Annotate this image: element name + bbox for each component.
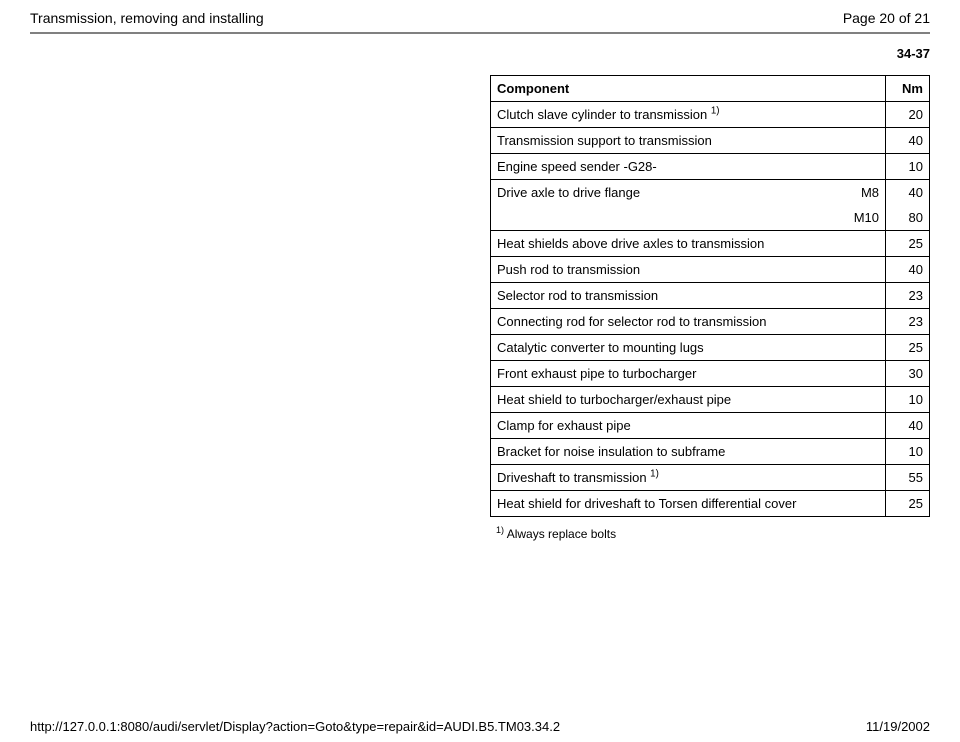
table-row: Heat shields above drive axles to transm… [491, 231, 930, 257]
footer: http://127.0.0.1:8080/audi/servlet/Displ… [30, 719, 930, 734]
cell-component: Heat shield for driveshaft to Torsen dif… [491, 491, 886, 517]
cell-nm: 10 [886, 439, 930, 465]
cell-component: Selector rod to transmission [491, 283, 886, 309]
cell-nm: 80 [886, 205, 930, 231]
table-wrap: Component Nm Clutch slave cylinder to tr… [490, 75, 930, 541]
footnote: 1) Always replace bolts [490, 527, 930, 541]
cell-component: Catalytic converter to mounting lugs [491, 335, 886, 361]
header-bar: Transmission, removing and installing Pa… [30, 10, 930, 32]
cell-nm: 25 [886, 491, 930, 517]
cell-nm: 55 [886, 465, 930, 491]
cell-nm: 25 [886, 335, 930, 361]
cell-nm: 40 [886, 257, 930, 283]
table-row: Heat shield for driveshaft to Torsen dif… [491, 491, 930, 517]
cell-component: Push rod to transmission [491, 257, 886, 283]
header-rule [30, 32, 930, 34]
col-nm: Nm [886, 76, 930, 102]
cell-nm: 23 [886, 309, 930, 335]
cell-component: Heat shield to turbocharger/exhaust pipe [491, 387, 886, 413]
section-number: 34-37 [30, 46, 930, 61]
torque-table: Component Nm Clutch slave cylinder to tr… [490, 75, 930, 517]
cell-component: Front exhaust pipe to turbocharger [491, 361, 886, 387]
page-indicator: Page 20 of 21 [843, 10, 930, 26]
cell-nm: 10 [886, 154, 930, 180]
cell-nm: 20 [886, 102, 930, 128]
cell-component: Bracket for noise insulation to subframe [491, 439, 886, 465]
cell-nm: 30 [886, 361, 930, 387]
table-row: Clutch slave cylinder to transmission 1)… [491, 102, 930, 128]
table-row: Drive axle to drive flangeM840 [491, 180, 930, 206]
table-row: Engine speed sender -G28-10 [491, 154, 930, 180]
table-row: Heat shield to turbocharger/exhaust pipe… [491, 387, 930, 413]
cell-component: Heat shields above drive axles to transm… [491, 231, 886, 257]
cell-nm: 40 [886, 413, 930, 439]
cell-component: Driveshaft to transmission 1) [491, 465, 886, 491]
cell-component: Clamp for exhaust pipe [491, 413, 886, 439]
cell-component: Drive axle to drive flange [491, 180, 836, 206]
table-row: Connecting rod for selector rod to trans… [491, 309, 930, 335]
table-row: M1080 [491, 205, 930, 231]
footnote-sup: 1) [496, 525, 504, 535]
cell-bolt: M10 [836, 205, 886, 231]
table-header-row: Component Nm [491, 76, 930, 102]
cell-nm: 10 [886, 387, 930, 413]
doc-title: Transmission, removing and installing [30, 10, 264, 26]
cell-component: Connecting rod for selector rod to trans… [491, 309, 886, 335]
cell-bolt: M8 [836, 180, 886, 206]
cell-component [491, 205, 836, 231]
table-row: Catalytic converter to mounting lugs25 [491, 335, 930, 361]
footnote-text: Always replace bolts [504, 527, 616, 541]
cell-nm: 25 [886, 231, 930, 257]
table-row: Bracket for noise insulation to subframe… [491, 439, 930, 465]
cell-nm: 40 [886, 180, 930, 206]
page-root: Transmission, removing and installing Pa… [0, 0, 960, 742]
col-component: Component [491, 76, 886, 102]
cell-nm: 40 [886, 128, 930, 154]
table-row: Push rod to transmission40 [491, 257, 930, 283]
content-area: Component Nm Clutch slave cylinder to tr… [30, 75, 930, 541]
cell-component: Transmission support to transmission [491, 128, 886, 154]
footer-url: http://127.0.0.1:8080/audi/servlet/Displ… [30, 719, 560, 734]
table-row: Transmission support to transmission40 [491, 128, 930, 154]
table-row: Front exhaust pipe to turbocharger30 [491, 361, 930, 387]
cell-component: Engine speed sender -G28- [491, 154, 886, 180]
cell-nm: 23 [886, 283, 930, 309]
table-row: Selector rod to transmission23 [491, 283, 930, 309]
footer-date: 11/19/2002 [866, 719, 930, 734]
table-row: Clamp for exhaust pipe40 [491, 413, 930, 439]
table-row: Driveshaft to transmission 1)55 [491, 465, 930, 491]
cell-component: Clutch slave cylinder to transmission 1) [491, 102, 886, 128]
